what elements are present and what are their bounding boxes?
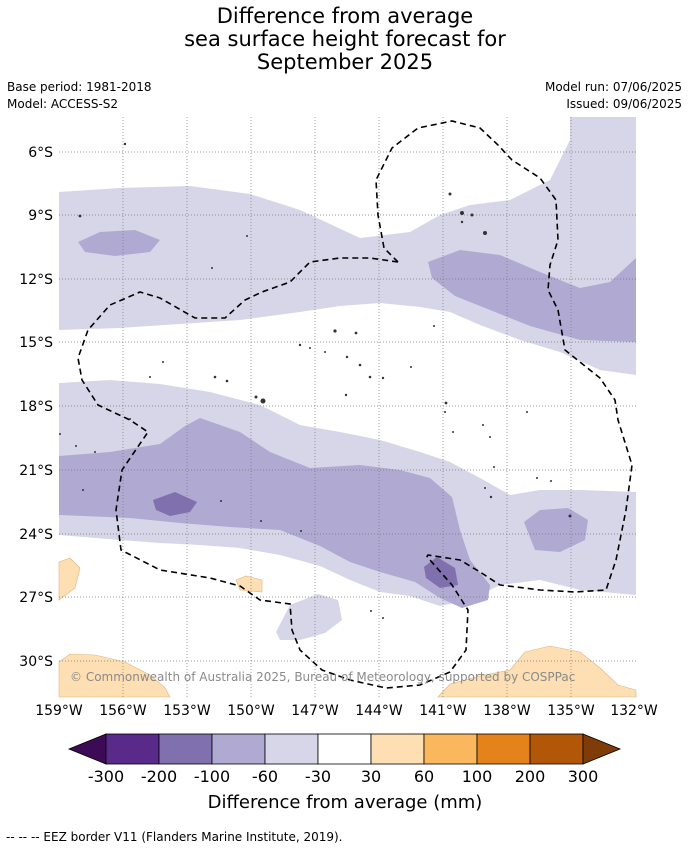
islands <box>59 142 572 619</box>
lat-label: 18°S <box>19 399 53 415</box>
lat-label: 27°S <box>19 590 53 606</box>
lon-label: 132°W <box>610 703 658 719</box>
colorbar-segment <box>264 733 319 765</box>
lat-label: 15°S <box>19 335 53 351</box>
anomaly-region-dark <box>424 557 458 588</box>
anomaly-region-dark <box>153 492 197 516</box>
anomaly-region-medium <box>59 418 490 608</box>
colorbar-cap-low <box>67 733 107 765</box>
eez-border-cook-islands <box>375 120 633 593</box>
lat-label: 30°S <box>19 654 53 670</box>
colorbar-tick: -300 <box>87 767 125 786</box>
colorbar-segment <box>211 733 266 765</box>
lat-label: 21°S <box>19 463 53 479</box>
model-run: Model run: 07/06/2025 <box>544 80 682 94</box>
lon-label: 141°W <box>419 703 467 719</box>
colorbar-segment <box>105 733 160 765</box>
longitude-labels: 159°W 156°W 153°W 150°W 147°W 144°W 141°… <box>35 703 658 719</box>
lon-label: 144°W <box>355 703 403 719</box>
model-name: Model: ACCESS-S2 <box>7 97 119 111</box>
base-period: Base period: 1981-2018 <box>7 80 152 94</box>
colorbar-segment <box>476 733 531 765</box>
lon-label: 150°W <box>227 703 275 719</box>
lat-label: 12°S <box>19 272 53 288</box>
anomaly-region-positive <box>58 653 171 698</box>
lon-label: 159°W <box>35 703 83 719</box>
colorbar-segment <box>317 733 372 765</box>
colorbar-segment <box>158 733 213 765</box>
anomaly-region-medium <box>78 230 160 256</box>
footnote: -- -- -- EEZ border V11 (Flanders Marine… <box>6 830 343 844</box>
colorbar-tick: 30 <box>360 767 382 786</box>
eez-borders <box>77 120 633 689</box>
anomaly-region-light <box>276 594 342 640</box>
gridlines <box>59 117 636 697</box>
lat-label: 24°S <box>19 527 53 543</box>
colorbar-tick: 60 <box>413 767 435 786</box>
eez-border-society <box>77 257 469 689</box>
lat-label: 6°S <box>28 145 53 161</box>
lon-label: 156°W <box>99 703 147 719</box>
colorbar-cap-high <box>582 733 622 765</box>
latitude-labels: 6°S 9°S 12°S 15°S 18°S 21°S 24°S 27°S 30… <box>19 145 53 670</box>
colorbar <box>67 733 622 765</box>
lon-label: 138°W <box>483 703 531 719</box>
title-line-1: Difference from average <box>216 4 474 28</box>
colorbar-tick: 300 <box>567 767 599 786</box>
anomaly-region-medium <box>428 250 636 342</box>
colorbar-tick: -30 <box>304 767 332 786</box>
colorbar-segment <box>529 733 584 765</box>
colorbar-tick: 100 <box>461 767 493 786</box>
colorbar-segment <box>423 733 478 765</box>
colorbar-tick: -200 <box>140 767 178 786</box>
lat-label: 9°S <box>28 208 53 224</box>
colorbar-title: Difference from average (mm) <box>207 792 483 813</box>
colorbar-tick: -100 <box>193 767 231 786</box>
anomaly-region-medium <box>524 508 588 552</box>
colorbar-segment <box>370 733 425 765</box>
lon-label: 147°W <box>291 703 339 719</box>
title-line-3: September 2025 <box>256 50 434 74</box>
colorbar-tick: 200 <box>514 767 546 786</box>
copyright-notice: © Commonwealth of Australia 2025, Bureau… <box>70 670 575 684</box>
anomaly-region-positive <box>437 645 637 698</box>
lon-label: 153°W <box>163 703 211 719</box>
issued-date: Issued: 09/06/2025 <box>566 97 682 111</box>
anomaly-region-positive <box>58 557 81 601</box>
map-area <box>58 117 637 698</box>
title-line-2: sea surface height forecast for <box>184 27 506 51</box>
colorbar-tick: -60 <box>251 767 279 786</box>
lon-label: 135°W <box>547 703 595 719</box>
